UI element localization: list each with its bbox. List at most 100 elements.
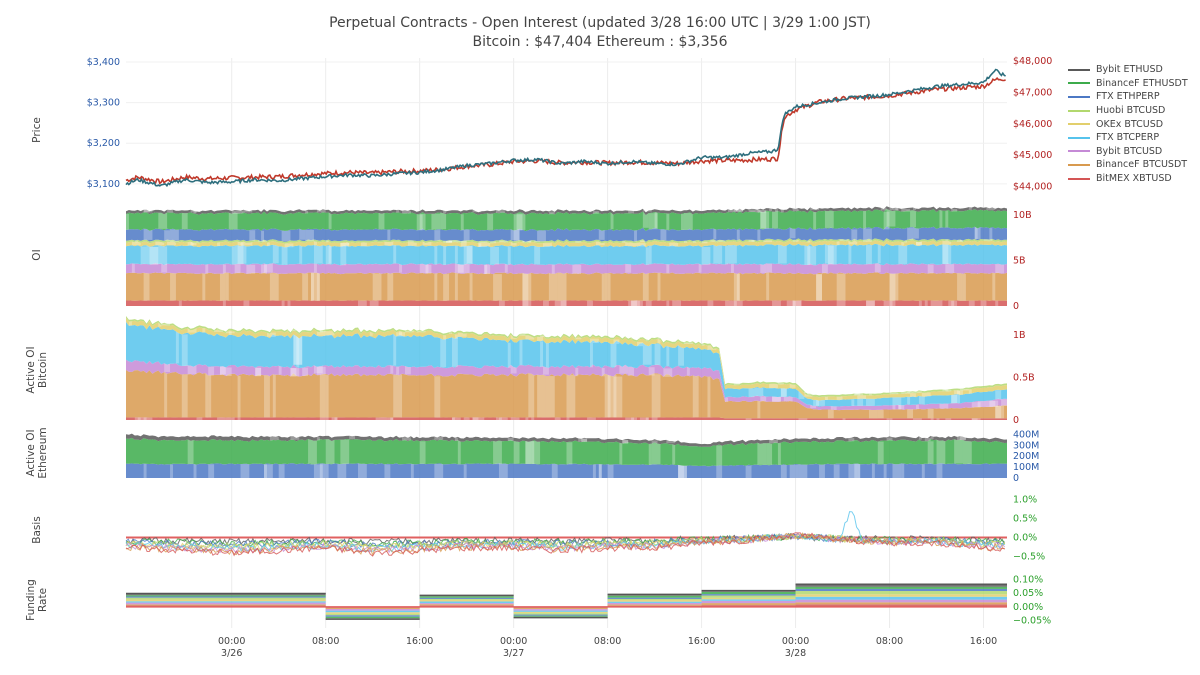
area-band: [305, 210, 309, 214]
panel-ylabel: OI: [31, 249, 43, 260]
area-band: [328, 245, 332, 264]
legend-item[interactable]: Bybit BTCUSD: [1068, 145, 1188, 159]
x-tick-sublabel: 3/28: [785, 648, 806, 659]
area-band: [419, 213, 426, 230]
funding-band: [513, 615, 608, 617]
area-band: [340, 242, 347, 247]
area-bybit-btcusd: [126, 359, 1007, 411]
area-band: [971, 418, 978, 420]
funding-band: [419, 603, 514, 605]
area-band: [472, 209, 482, 213]
area-band: [631, 300, 640, 306]
area-band: [510, 364, 517, 374]
legend-item[interactable]: BinanceF BTCUSDT: [1068, 158, 1188, 172]
area-band: [399, 263, 403, 273]
area-band: [510, 229, 520, 241]
area-band: [810, 404, 817, 409]
area-band: [986, 400, 996, 407]
area-band: [645, 339, 649, 341]
area-band: [654, 212, 658, 229]
area-band: [645, 300, 652, 306]
y-tick-label-right: 400M: [1013, 429, 1039, 440]
panel-ylabel: Ethereum: [37, 427, 49, 478]
area-band: [531, 441, 541, 465]
area-band: [992, 272, 996, 301]
area-band: [581, 438, 588, 443]
funding-band: [607, 598, 702, 601]
area-band: [813, 211, 817, 230]
legend-item[interactable]: BinanceF ETHUSDT: [1068, 77, 1188, 91]
area-band: [319, 330, 323, 333]
area-band: [827, 245, 834, 265]
area-band: [733, 272, 740, 301]
area-band: [522, 300, 529, 306]
area-band: [451, 417, 461, 420]
funding-band: [325, 612, 420, 614]
legend[interactable]: Bybit ETHUSD BinanceF ETHUSDT FTX ETHPERP H…: [1068, 63, 1188, 185]
area-band: [311, 439, 317, 465]
area-band: [498, 417, 508, 420]
area-band: [175, 331, 179, 364]
area-band: [287, 300, 291, 306]
y-tick-label-right: −0.5%: [1013, 552, 1045, 563]
area-band: [378, 417, 388, 420]
funding-band: [126, 602, 326, 605]
area-band: [889, 273, 899, 301]
area-band: [126, 213, 129, 230]
x-tick-label: 16:00: [688, 636, 715, 647]
area-band: [839, 239, 849, 241]
area-band: [496, 210, 505, 213]
funding-band: [701, 599, 796, 601]
area-band: [942, 244, 949, 264]
area-band: [548, 273, 558, 301]
legend-item[interactable]: OKEx BTCUSD: [1068, 117, 1188, 131]
y-tick-label-right: 5B: [1013, 256, 1026, 267]
area-band: [804, 391, 808, 393]
area-band: [225, 272, 229, 301]
funding-band: [607, 597, 702, 599]
area-band: [143, 272, 150, 301]
area-band: [913, 391, 922, 393]
funding-band: [701, 595, 796, 598]
area-band: [913, 207, 916, 211]
area-band: [313, 245, 323, 264]
legend-item[interactable]: Huobi BTCUSD: [1068, 104, 1188, 118]
area-band: [678, 464, 687, 478]
legend-item[interactable]: FTX BTCPERP: [1068, 131, 1188, 145]
area-band: [628, 366, 635, 376]
area-band: [854, 393, 864, 396]
y-tick-label-left: $3,300: [87, 98, 120, 109]
legend-item[interactable]: BitMEX XBTUSD: [1068, 172, 1188, 186]
price-line-btc: [125, 77, 1006, 185]
panel-ylabel: Basis: [31, 516, 43, 544]
funding-band: [607, 600, 702, 602]
legend-label: Bybit ETHUSD: [1096, 64, 1163, 76]
area-band: [974, 226, 978, 239]
area-band: [543, 243, 552, 247]
funding-band: [126, 596, 326, 598]
area-band: [325, 331, 335, 336]
area-band: [836, 241, 840, 246]
area-band: [666, 439, 676, 444]
legend-swatch: [1068, 68, 1090, 71]
funding-band: [126, 593, 326, 596]
area-band: [325, 439, 335, 464]
area-band: [243, 300, 250, 306]
area-band: [736, 229, 740, 241]
area-band: [319, 375, 329, 418]
area-band: [915, 404, 919, 410]
legend-item[interactable]: Bybit ETHUSD: [1068, 63, 1188, 77]
legend-item[interactable]: FTX ETHPERP: [1068, 90, 1188, 104]
area-band: [446, 240, 452, 243]
area-band: [319, 417, 329, 420]
area-band: [601, 273, 605, 301]
area-band: [642, 211, 649, 228]
area-band: [780, 388, 787, 397]
area-band: [522, 273, 529, 301]
area-band: [449, 332, 452, 334]
area-band: [892, 397, 902, 406]
area-band: [763, 240, 773, 243]
area-band: [942, 240, 952, 245]
area-band: [889, 207, 899, 211]
area-band: [945, 418, 952, 420]
